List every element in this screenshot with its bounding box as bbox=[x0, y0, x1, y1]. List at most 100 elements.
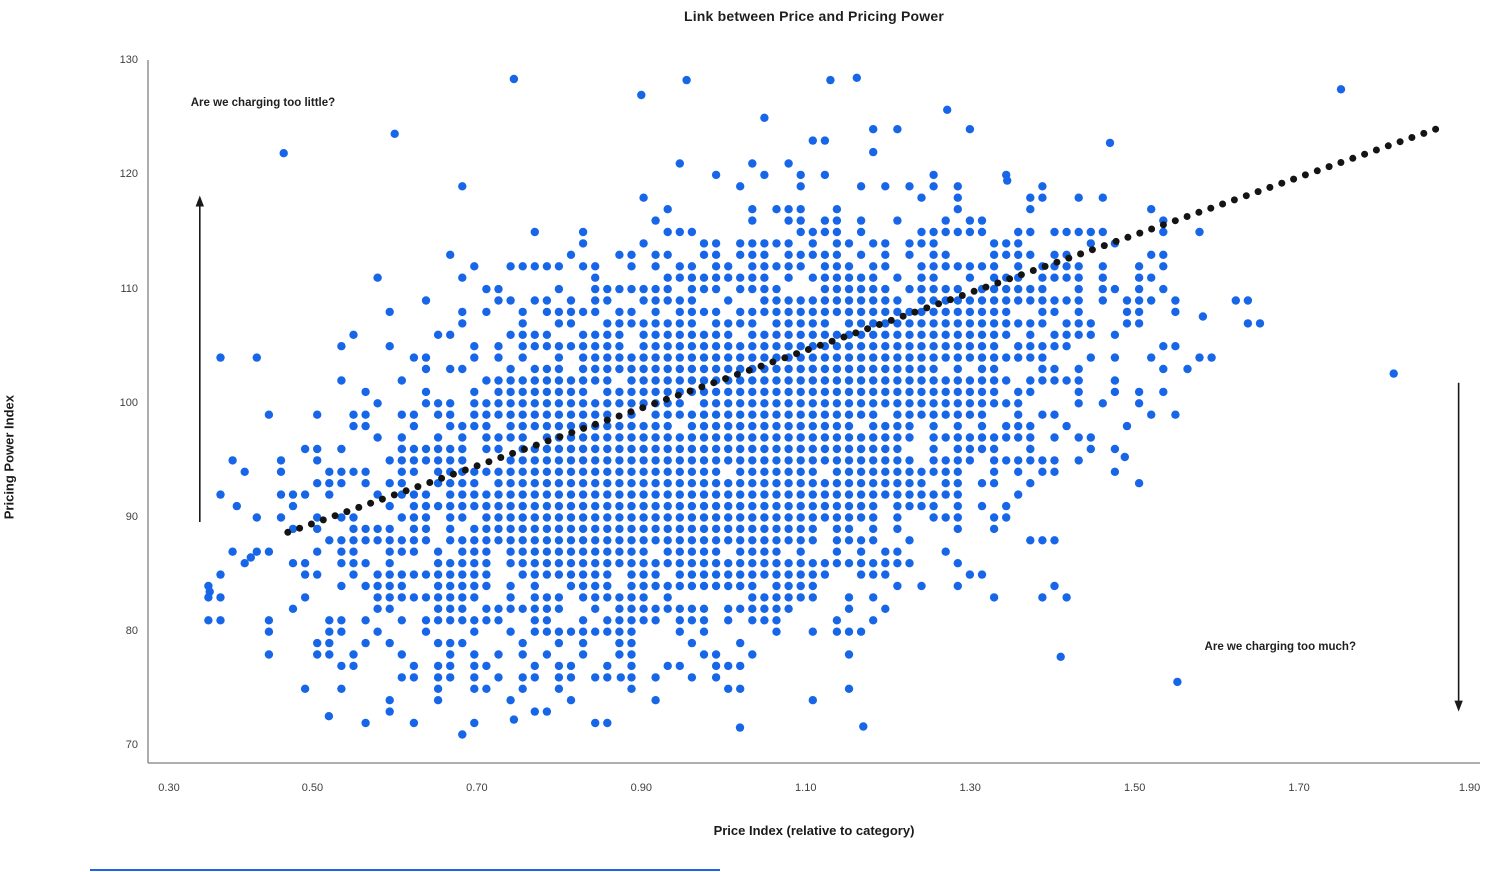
data-point bbox=[446, 673, 455, 682]
data-point bbox=[349, 467, 358, 476]
data-point bbox=[699, 444, 709, 454]
data-point bbox=[820, 513, 830, 522]
trend-dot bbox=[1124, 233, 1132, 241]
data-point bbox=[542, 262, 552, 271]
data-point bbox=[337, 479, 346, 488]
data-point bbox=[663, 581, 672, 591]
data-point bbox=[300, 559, 310, 568]
trend-dot bbox=[1100, 242, 1108, 250]
data-point bbox=[772, 239, 781, 248]
trend-dot bbox=[343, 508, 351, 516]
data-point bbox=[760, 479, 769, 488]
data-point bbox=[881, 467, 890, 476]
data-point bbox=[542, 456, 552, 465]
data-point bbox=[687, 342, 697, 351]
trend-dot bbox=[473, 462, 481, 470]
data-point bbox=[687, 273, 697, 282]
data-point bbox=[482, 513, 491, 522]
data-point bbox=[784, 501, 793, 511]
data-point bbox=[409, 353, 419, 362]
data-point bbox=[711, 410, 721, 419]
data-point bbox=[869, 147, 878, 157]
data-point bbox=[1243, 319, 1253, 328]
trend-dot bbox=[781, 354, 789, 362]
data-point bbox=[965, 307, 975, 317]
data-point bbox=[977, 376, 987, 385]
trend-dot bbox=[982, 283, 990, 291]
data-point bbox=[772, 342, 781, 351]
data-point bbox=[1122, 319, 1132, 328]
trend-dot bbox=[568, 429, 576, 437]
data-point bbox=[1002, 456, 1011, 465]
data-point bbox=[917, 296, 926, 305]
data-point bbox=[554, 342, 564, 351]
data-point bbox=[518, 490, 527, 499]
data-point bbox=[856, 559, 866, 568]
trend-dot bbox=[935, 300, 943, 308]
data-point bbox=[675, 342, 684, 351]
data-point bbox=[1062, 262, 1071, 271]
data-point bbox=[421, 353, 431, 362]
data-point bbox=[929, 330, 938, 339]
data-point bbox=[446, 410, 455, 419]
data-point bbox=[578, 227, 588, 237]
data-point bbox=[881, 421, 890, 431]
y-tick-label: 80 bbox=[125, 625, 138, 638]
data-point bbox=[385, 307, 394, 317]
data-point bbox=[482, 490, 491, 499]
data-point bbox=[663, 513, 672, 522]
data-point bbox=[784, 296, 793, 305]
data-point bbox=[554, 661, 564, 671]
data-point bbox=[736, 410, 745, 419]
data-point bbox=[832, 330, 842, 339]
data-point bbox=[639, 444, 648, 454]
data-point bbox=[917, 193, 926, 202]
data-point bbox=[482, 616, 491, 625]
data-point bbox=[748, 444, 757, 454]
trend-dot bbox=[1006, 275, 1014, 283]
data-point bbox=[409, 410, 419, 419]
data-point bbox=[965, 342, 975, 351]
data-point bbox=[977, 410, 987, 419]
data-point bbox=[639, 570, 648, 579]
data-point bbox=[796, 501, 805, 511]
data-point bbox=[699, 330, 709, 339]
data-point bbox=[433, 433, 443, 442]
data-point bbox=[808, 319, 817, 328]
data-point bbox=[832, 444, 842, 454]
data-point bbox=[1026, 376, 1035, 385]
data-point bbox=[1198, 312, 1208, 321]
data-point bbox=[313, 456, 322, 465]
data-point bbox=[699, 399, 709, 408]
data-point bbox=[554, 604, 564, 613]
data-point bbox=[1050, 467, 1059, 476]
data-point bbox=[651, 433, 660, 442]
data-point bbox=[977, 216, 987, 225]
data-point bbox=[1243, 296, 1253, 305]
data-point bbox=[397, 570, 406, 579]
data-point bbox=[591, 718, 600, 728]
data-point bbox=[494, 536, 503, 545]
data-point bbox=[578, 410, 588, 419]
data-point bbox=[1026, 444, 1035, 454]
data-point bbox=[687, 467, 697, 476]
data-point bbox=[446, 456, 455, 465]
data-point bbox=[760, 559, 769, 568]
data-point bbox=[651, 421, 660, 431]
data-point bbox=[591, 570, 600, 579]
data-point bbox=[965, 296, 975, 305]
data-point bbox=[615, 479, 624, 488]
data-point bbox=[1002, 319, 1011, 328]
data-point bbox=[917, 239, 926, 248]
data-point bbox=[433, 581, 443, 591]
trend-dot bbox=[331, 512, 339, 520]
data-point bbox=[736, 444, 745, 454]
data-point bbox=[506, 456, 515, 465]
data-point bbox=[470, 581, 479, 591]
data-point bbox=[482, 410, 491, 419]
data-point bbox=[663, 273, 672, 282]
data-point bbox=[820, 456, 830, 465]
data-point bbox=[300, 444, 310, 454]
data-point bbox=[458, 536, 467, 545]
